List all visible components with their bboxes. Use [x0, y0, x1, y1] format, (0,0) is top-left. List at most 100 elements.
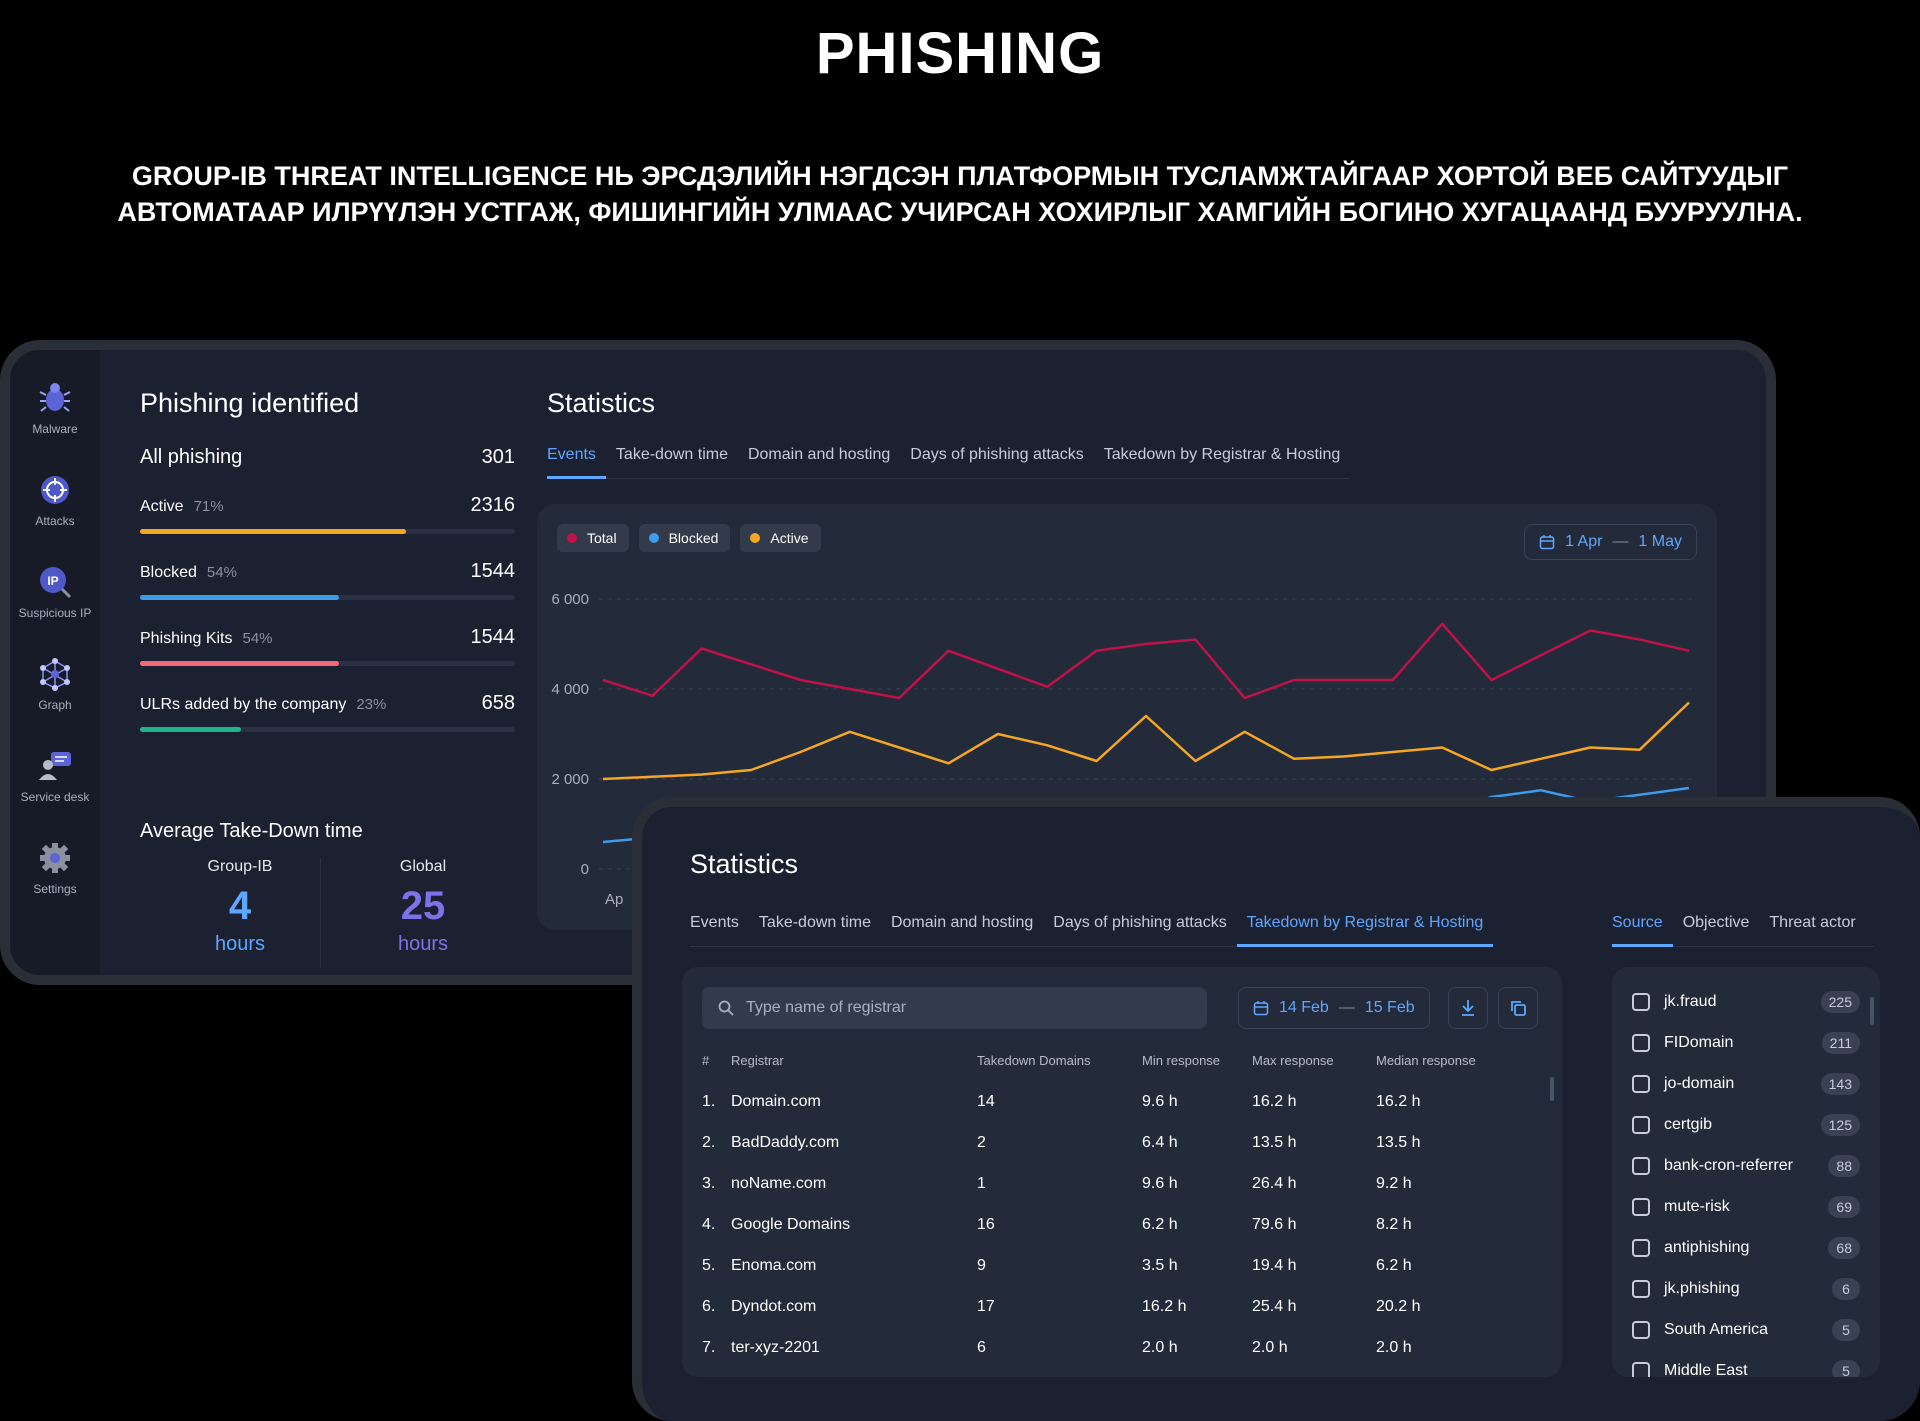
tab-take-down-time[interactable]: Take-down time — [758, 914, 871, 931]
avg-takedown-title: Average Take-Down time — [140, 820, 363, 842]
table-scrollbar[interactable] — [1550, 1077, 1554, 1101]
date-from: 14 Feb — [1279, 999, 1329, 1016]
checkbox[interactable] — [1632, 1321, 1650, 1339]
checkbox[interactable] — [1632, 1362, 1650, 1377]
progress-track — [140, 529, 515, 534]
max-response: 19.4 h — [1252, 1257, 1297, 1274]
all-phishing-value: 301 — [481, 446, 515, 468]
tab-takedown-registrar[interactable]: Takedown by Registrar & Hosting — [1236, 914, 1494, 947]
progress-fill — [140, 661, 339, 666]
source-count: 6 — [1832, 1278, 1860, 1300]
sidebar-item-label: Malware — [32, 422, 78, 436]
legend-blocked[interactable]: Blocked — [638, 524, 731, 552]
tab-domain-hosting[interactable]: Domain and hosting — [890, 914, 1034, 931]
tab-source[interactable]: Source — [1612, 914, 1673, 947]
service-desk-icon — [37, 748, 73, 784]
source-item[interactable]: certgib 125 — [1632, 1114, 1860, 1136]
sidebar-item-attacks[interactable]: Attacks — [10, 472, 100, 528]
sidebar-item-label: Settings — [33, 882, 77, 896]
copy-button[interactable] — [1498, 987, 1538, 1029]
registrar-table: Type name of registrar 14 Feb — 15 Feb #… — [682, 967, 1562, 1377]
tab-events[interactable]: Events — [547, 446, 606, 479]
metric-value: 658 — [481, 692, 515, 714]
registrar-name: BadDaddy.com — [731, 1134, 840, 1151]
sidebar-item-suspicious-ip[interactable]: IP Suspicious IP — [10, 564, 100, 620]
date-range-picker[interactable]: 1 Apr — 1 May — [1524, 524, 1697, 560]
source-item[interactable]: Middle East 5 — [1632, 1360, 1860, 1377]
card-title: Phishing identified — [140, 388, 360, 418]
tab-domain-hosting[interactable]: Domain and hosting — [747, 446, 891, 463]
download-button[interactable] — [1448, 987, 1488, 1029]
sidebar-item-graph[interactable]: Graph — [10, 656, 100, 712]
source-item[interactable]: mute-risk 69 — [1632, 1196, 1860, 1218]
max-response: 26.4 h — [1252, 1175, 1297, 1192]
tab-takedown-registrar[interactable]: Takedown by Registrar & Hosting — [1103, 446, 1341, 463]
progress-fill — [140, 727, 242, 732]
sidebar-item-label: Service desk — [20, 790, 90, 804]
checkbox[interactable] — [1632, 993, 1650, 1011]
progress-track — [140, 595, 515, 600]
tab-days-of-attacks[interactable]: Days of phishing attacks — [1053, 914, 1227, 931]
source-item[interactable]: jo-domain 143 — [1632, 1073, 1860, 1095]
registrar-name: Google Domains — [731, 1216, 851, 1233]
source-item[interactable]: jk.fraud 225 — [1632, 991, 1860, 1013]
checkbox[interactable] — [1632, 1157, 1650, 1175]
median-response: 9.2 h — [1376, 1175, 1412, 1192]
takedown-domains: 9 — [977, 1257, 986, 1274]
max-response: 13.5 h — [1252, 1134, 1297, 1151]
source-count: 69 — [1828, 1196, 1860, 1218]
median-response: 8.2 h — [1376, 1216, 1412, 1233]
y-tick-label: 4 000 — [551, 681, 589, 698]
row-number: 7. — [702, 1339, 716, 1356]
tab-objective[interactable]: Objective — [1682, 914, 1750, 931]
legend-active[interactable]: Active — [740, 524, 821, 552]
page-subtitle: GROUP-IB THREAT INTELLIGENCE НЬ ЭРСДЭЛИЙ… — [117, 161, 1803, 227]
source-count: 143 — [1820, 1073, 1860, 1095]
tab-days-of-attacks[interactable]: Days of phishing attacks — [910, 446, 1084, 463]
y-tick-label: 6 000 — [551, 591, 589, 608]
tab-events[interactable]: Events — [690, 914, 739, 931]
source-item[interactable]: jk.phishing 6 — [1632, 1278, 1860, 1300]
checkbox[interactable] — [1632, 1198, 1650, 1216]
checkbox[interactable] — [1632, 1034, 1650, 1052]
min-response: 6.4 h — [1142, 1134, 1178, 1151]
source-item[interactable]: antiphishing 68 — [1632, 1237, 1860, 1259]
median-response: 20.2 h — [1376, 1298, 1421, 1315]
checkbox[interactable] — [1632, 1116, 1650, 1134]
checkbox[interactable] — [1632, 1280, 1650, 1298]
statistics-title: Statistics — [547, 388, 656, 418]
source-name: jk.phishing — [1664, 1280, 1740, 1297]
registrar-search[interactable]: Type name of registrar — [702, 987, 1207, 1029]
source-name: FIDomain — [1664, 1034, 1734, 1051]
series-line-total — [602, 622, 1690, 700]
checkbox[interactable] — [1632, 1239, 1650, 1257]
source-name: South America — [1664, 1321, 1769, 1338]
sidebar-item-label: Graph — [38, 698, 72, 712]
copy-icon — [1511, 1001, 1526, 1016]
col-takedown-domains: Takedown Domains — [977, 1053, 1091, 1068]
max-response: 25.4 h — [1252, 1298, 1297, 1315]
statistics-tabs: Events Take-down time Domain and hosting… — [547, 446, 1351, 479]
tab-take-down-time[interactable]: Take-down time — [615, 446, 728, 463]
sidebar-item-malware[interactable]: Malware — [10, 380, 100, 436]
source-item[interactable]: South America 5 — [1632, 1319, 1860, 1341]
checkbox[interactable] — [1632, 1075, 1650, 1093]
statistics-title: Statistics — [690, 849, 799, 879]
col-number: # — [702, 1053, 710, 1068]
progress-fill — [140, 529, 407, 534]
date-from: 1 Apr — [1565, 533, 1603, 550]
date-range-picker[interactable]: 14 Feb — 15 Feb — [1238, 987, 1430, 1029]
sidebar-item-settings[interactable]: Settings — [10, 840, 100, 896]
list-scrollbar[interactable] — [1870, 997, 1874, 1025]
metric-percent: 23% — [356, 696, 387, 713]
legend-total[interactable]: Total — [557, 524, 629, 552]
bug-icon — [37, 380, 73, 416]
sidebar-item-service-desk[interactable]: Service desk — [10, 748, 100, 804]
metric-header: Phishing Kits 54% 1544 — [140, 626, 515, 649]
source-item[interactable]: FIDomain 211 — [1632, 1032, 1860, 1054]
source-item[interactable]: bank-cron-referrer 88 — [1632, 1155, 1860, 1177]
tab-threat-actor[interactable]: Threat actor — [1769, 914, 1856, 931]
metric-value: 1544 — [470, 560, 516, 582]
min-response: 9.6 h — [1142, 1175, 1178, 1192]
date-to: 15 Feb — [1364, 999, 1415, 1016]
